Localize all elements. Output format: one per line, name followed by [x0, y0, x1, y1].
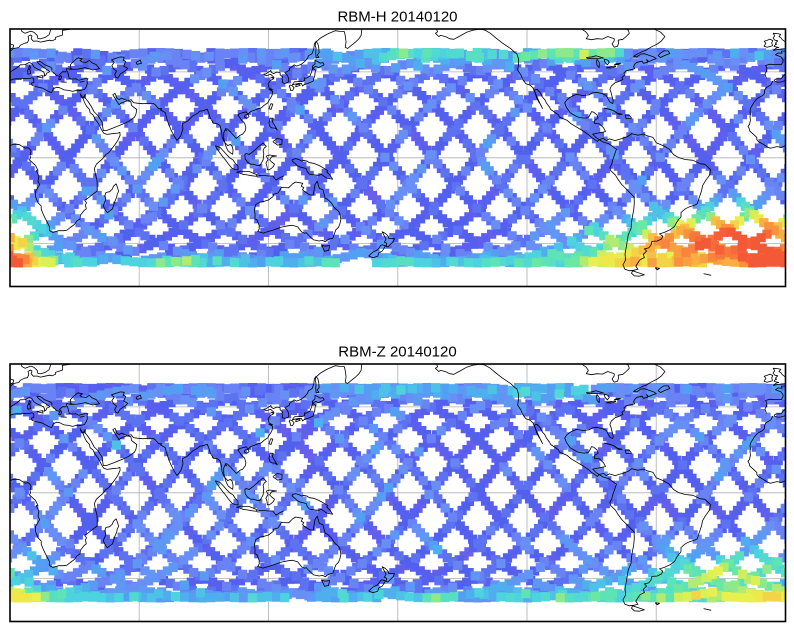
svg-text:RBM-Z 20140120: RBM-Z 20140120 — [338, 344, 456, 361]
svg-text:RBM-H 20140120: RBM-H 20140120 — [337, 9, 457, 26]
